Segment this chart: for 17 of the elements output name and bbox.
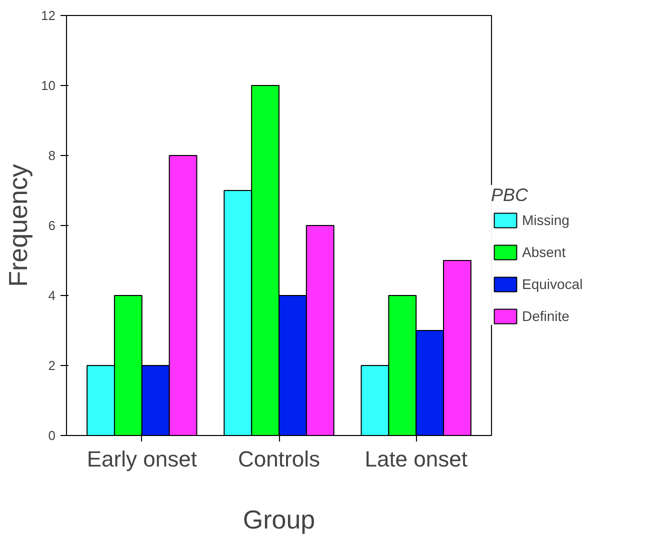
y-tick-label: 6 bbox=[48, 218, 56, 233]
y-tick-label: 12 bbox=[41, 8, 56, 23]
legend-label: Definite bbox=[522, 308, 570, 324]
y-axis-title: Frequency bbox=[3, 164, 34, 287]
x-tick-label: Late onset bbox=[364, 446, 468, 472]
x-tick-label: Early onset bbox=[86, 446, 197, 472]
y-tick-label: 4 bbox=[48, 288, 56, 303]
y-tick-label: 2 bbox=[48, 358, 56, 373]
y-tick-label: 10 bbox=[41, 78, 56, 93]
legend-label: Missing bbox=[522, 212, 570, 228]
legend-title: PBC bbox=[491, 185, 530, 206]
y-tick-label: 0 bbox=[48, 428, 56, 443]
x-axis-title: Group bbox=[242, 504, 316, 534]
y-tick-label: 8 bbox=[48, 148, 56, 163]
legend-label: Equivocal bbox=[522, 276, 583, 292]
x-tick-label: Controls bbox=[238, 446, 320, 472]
legend-label: Absent bbox=[522, 244, 566, 260]
